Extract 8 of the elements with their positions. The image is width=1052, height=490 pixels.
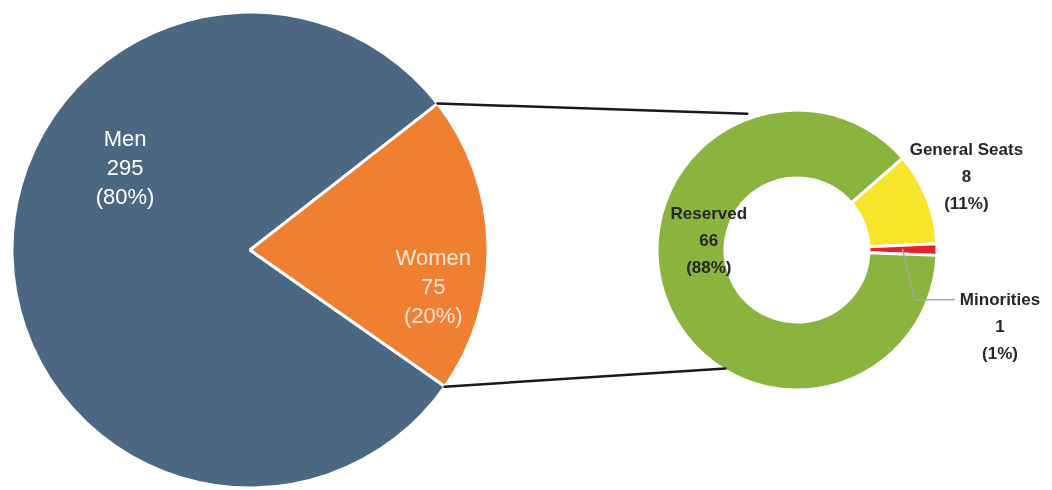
slice-label: Women [395,245,471,271]
data-label: 8 (11%) [944,166,989,213]
slice-label: General Seats [909,139,1024,159]
data-label: 295 (80%) [95,155,155,210]
slice-label: Men [103,126,147,152]
data-label: 1 (1%) [982,316,1018,363]
data-label: 75 (20%) [403,274,463,329]
slice-label: Minorities [959,289,1041,309]
